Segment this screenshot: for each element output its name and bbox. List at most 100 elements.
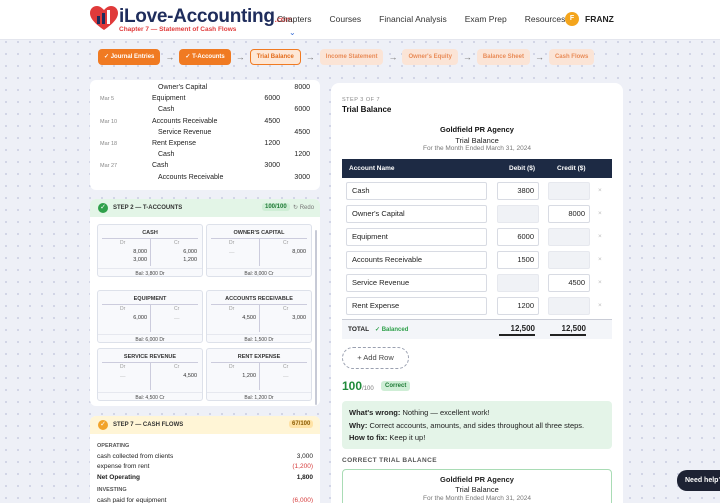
debit-input[interactable] xyxy=(497,205,539,223)
t-account-balance: Bal: 8,000 Cr xyxy=(207,268,311,277)
step-label: STEP 3 OF 7 xyxy=(342,97,381,103)
report-date: For the Month Ended March 31, 2024 xyxy=(422,495,532,502)
dr-label: Dr xyxy=(120,306,126,312)
cash-flow-amount: (1,200) xyxy=(292,463,313,470)
debit-input[interactable]: 6000 xyxy=(497,228,539,246)
t-account-title: ACCOUNTS RECEIVABLE xyxy=(225,296,293,302)
check-icon: ✓ xyxy=(104,54,111,60)
total-debit: 12,500 xyxy=(499,324,535,336)
journal-row: Mar 18 Rent Expense 1200 xyxy=(90,140,320,151)
journal-row: Service Revenue 4500 xyxy=(90,129,320,140)
journal-debit: 4500 xyxy=(264,117,280,125)
journal-row: Cash 6000 xyxy=(90,106,320,117)
step-cash-flows[interactable]: Cash Flows xyxy=(548,49,595,65)
credit-input[interactable] xyxy=(548,297,590,315)
step-label: Balance Sheet xyxy=(482,54,524,60)
remove-row-icon[interactable]: × xyxy=(598,210,602,217)
brand-subtitle: Chapter 7 — Statement of Cash Flows xyxy=(119,26,237,33)
total-label: TOTAL xyxy=(348,326,370,333)
remove-row-icon[interactable]: × xyxy=(598,187,602,194)
step-income-statement[interactable]: Income Statement xyxy=(319,49,384,65)
step-owner-s-equity[interactable]: Owner's Equity xyxy=(402,49,458,65)
debit-input[interactable]: 1200 xyxy=(497,297,539,315)
cash-flow-label: OPERATING xyxy=(97,443,130,449)
debit-input[interactable]: 1500 xyxy=(497,251,539,269)
trial-balance-panel: STEP 3 OF 7 Trial Balance Goldfield PR A… xyxy=(331,83,623,503)
t-account-debit: 1,200 xyxy=(242,373,256,379)
step-t-accounts[interactable]: ✓ T-Accounts xyxy=(179,49,231,65)
account-name-input[interactable]: Rent Expense xyxy=(346,297,487,315)
credit-input[interactable] xyxy=(548,182,590,200)
remove-row-icon[interactable]: × xyxy=(598,233,602,240)
nav-chapters[interactable]: Chapters ⌄ xyxy=(277,14,312,37)
t-account-title: RENT EXPENSE xyxy=(237,354,281,360)
step-journal-entries[interactable]: ✓ Journal Entries xyxy=(98,49,161,65)
remove-row-icon[interactable]: × xyxy=(598,256,602,263)
trial-balance-row: Rent Expense 1200 × xyxy=(342,295,612,318)
nav-exam-prep[interactable]: Exam Prep xyxy=(464,14,507,24)
account-name-input[interactable]: Owner's Capital xyxy=(346,205,487,223)
step-label: Income Statement xyxy=(325,54,378,60)
check-icon: ✓ xyxy=(98,420,108,430)
debit-input[interactable] xyxy=(497,274,539,292)
nav-links: Chapters ⌄ Courses Financial Analysis Ex… xyxy=(277,14,583,37)
account-name-input[interactable]: Service Revenue xyxy=(346,274,487,292)
journal-row: Mar 27 Cash 3000 xyxy=(90,162,320,173)
journal-date: Mar 27 xyxy=(100,163,118,170)
top-nav: iLove-Accounting.com Chapter 7 — Stateme… xyxy=(0,0,720,40)
account-name-input[interactable]: Equipment xyxy=(346,228,487,246)
dr-label: Dr xyxy=(229,306,235,312)
cr-label: Cr xyxy=(174,306,180,312)
redo-button[interactable]: ↻ Redo xyxy=(293,205,315,211)
arrow-right-icon: → xyxy=(165,52,175,62)
cash-flows-header[interactable]: ✓ STEP 7 — CASH FLOWS 67/100 xyxy=(90,416,320,434)
account-name-input[interactable]: Accounts Receivable xyxy=(346,251,487,269)
step-trial-balance[interactable]: Trial Balance xyxy=(249,49,301,65)
score-display: 100/100 xyxy=(342,379,374,393)
t-account-cash: CASH Dr Cr 8,000 3,000 6,000 1,200 Bal: 3,800 D… xyxy=(97,224,203,277)
journal-row: Mar 5 Equipment 6000 xyxy=(90,95,320,106)
journal-debit: 6000 xyxy=(264,95,280,103)
journal-credit: 6000 xyxy=(294,106,310,114)
cash-flow-row: Net Operating 1,800 xyxy=(97,474,313,481)
nav-financial-analysis[interactable]: Financial Analysis xyxy=(379,14,447,24)
cash-flow-heading: OPERATING xyxy=(97,443,313,449)
company-name: Goldfield PR Agency xyxy=(440,125,514,134)
credit-input[interactable]: 4500 xyxy=(548,274,590,292)
journal-date: Mar 5 xyxy=(100,96,115,103)
account-name-input[interactable]: Cash xyxy=(346,182,487,200)
arrow-right-icon: → xyxy=(305,52,315,62)
remove-row-icon[interactable]: × xyxy=(598,302,602,309)
nav-resources[interactable]: Resources xyxy=(524,14,566,24)
correct-badge: Correct xyxy=(381,381,411,391)
feedback-why: Why: Correct accounts, amounts, and side… xyxy=(349,421,585,430)
logo[interactable]: iLove-Accounting.com Chapter 7 — Stateme… xyxy=(90,5,292,35)
t-account-rent-expense: RENT EXPENSE Dr Cr 1,200 — Bal: 1,200 Dr xyxy=(206,348,312,401)
scrollbar[interactable] xyxy=(315,230,317,405)
cash-flow-amount: (6,000) xyxy=(292,497,313,503)
credit-input[interactable]: 8000 xyxy=(548,205,590,223)
user-name: FRANZ xyxy=(585,14,614,24)
add-row-button[interactable]: + Add Row xyxy=(342,347,409,369)
debit-input[interactable]: 3800 xyxy=(497,182,539,200)
t-accounts-header[interactable]: ✓ STEP 2 — T-ACCOUNTS 100/100 ↻ Redo xyxy=(90,199,320,217)
step-label: T-Accounts xyxy=(192,54,225,60)
step-balance-sheet[interactable]: Balance Sheet xyxy=(476,49,530,65)
nav-courses[interactable]: Courses xyxy=(329,14,362,24)
heart-chart-logo-icon xyxy=(90,6,118,30)
report-name: Trial Balance xyxy=(455,485,499,494)
score-badge: 67/100 xyxy=(289,420,314,428)
user-menu[interactable]: F FRANZ xyxy=(565,12,614,26)
help-button[interactable]: Need help? xyxy=(677,470,720,491)
credit-input[interactable] xyxy=(548,228,590,246)
step-label: Trial Balance xyxy=(256,54,294,60)
empty-dash: — xyxy=(283,374,289,380)
t-account-balance: Bal: 3,800 Dr xyxy=(98,268,202,277)
total-row: TOTAL ✓ Balanced 12,500 12,500 xyxy=(342,319,612,339)
journal-date: Mar 18 xyxy=(100,141,118,147)
t-account-balance: Bal: 4,500 Cr xyxy=(98,392,202,401)
brand-tld: .com xyxy=(274,15,293,24)
journal-debit: 1200 xyxy=(264,140,280,147)
credit-input[interactable] xyxy=(548,251,590,269)
remove-row-icon[interactable]: × xyxy=(598,279,602,286)
